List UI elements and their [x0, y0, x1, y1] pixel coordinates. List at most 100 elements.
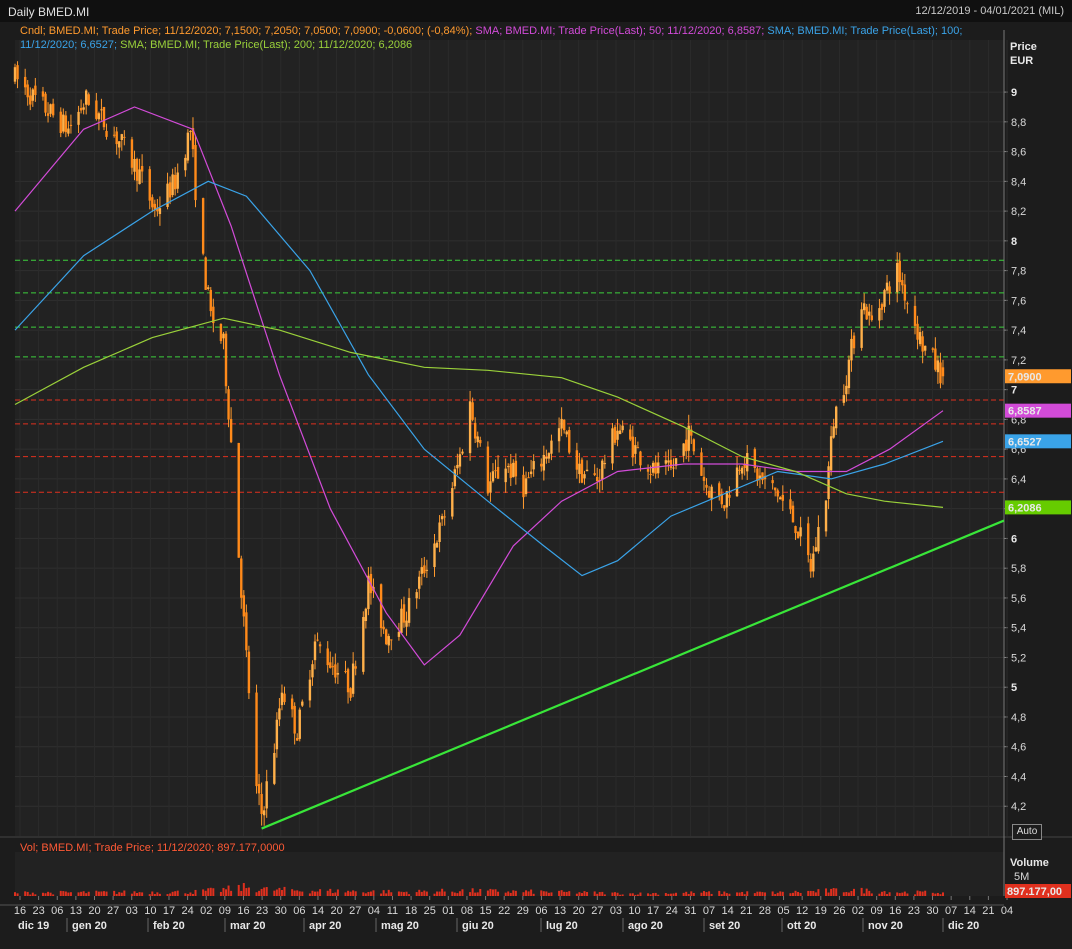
candle-body [827, 466, 830, 500]
candle-body [379, 584, 383, 629]
volume-bar [687, 893, 690, 896]
volume-bar [308, 893, 311, 896]
volume-bar [194, 889, 197, 896]
volume-bar [527, 891, 530, 896]
candle-body [707, 490, 711, 498]
volume-bar [883, 891, 886, 896]
x-day-tick-label: 16 [14, 905, 26, 917]
candle-body [868, 311, 871, 316]
volume-bar [151, 891, 154, 896]
candle-body [898, 260, 901, 283]
candle-body [896, 262, 899, 293]
volume-bar [852, 888, 855, 896]
auto-scale-button[interactable]: Auto [1012, 824, 1042, 840]
candle-body [240, 558, 243, 598]
candle-body [796, 531, 800, 539]
chart-header: Daily BMED.MI 12/12/2019 - 04/01/2021 (M… [0, 0, 1072, 22]
volume-bar [700, 892, 703, 896]
x-day-tick-label: 08 [461, 905, 473, 917]
volume-bar [247, 887, 250, 896]
candle-body [384, 629, 388, 645]
candle-body [173, 174, 177, 190]
candle-body [156, 207, 159, 212]
candle-body [918, 332, 922, 345]
volume-bar [189, 892, 192, 896]
volume-bar [362, 892, 365, 896]
volume-bar [832, 888, 835, 896]
candle-body [334, 664, 337, 678]
volume-bar [941, 892, 944, 896]
candle-body [402, 604, 406, 623]
x-day-tick-label: 19 [815, 905, 827, 917]
x-day-tick-label: 23 [32, 905, 44, 917]
x-day-tick-label: 06 [293, 905, 305, 917]
volume-bar [616, 892, 619, 896]
volume-bar [896, 892, 899, 896]
candle-body [550, 440, 553, 454]
volume-bar [191, 893, 194, 896]
candle-body [171, 174, 174, 196]
volume-bar [649, 894, 652, 896]
candle-body [939, 362, 942, 384]
candle-body [435, 542, 439, 548]
candle-body [44, 93, 47, 113]
volume-bar [901, 892, 904, 896]
volume-bar [705, 892, 708, 896]
candle-body [112, 134, 116, 136]
candle-body [720, 493, 723, 505]
volume-bar [436, 891, 439, 896]
volume-bar [49, 892, 52, 896]
price-tick-label: 4,8 [1011, 712, 1026, 724]
candle-body [575, 450, 579, 470]
candle-body [130, 139, 134, 168]
candle-body [49, 104, 52, 114]
x-day-tick-label: 14 [964, 905, 976, 917]
volume-bar [418, 889, 421, 896]
volume-bar [291, 889, 294, 896]
candle-body [906, 303, 909, 305]
x-day-tick-label: 13 [70, 905, 82, 917]
volume-bar [479, 888, 482, 896]
volume-bar [219, 891, 222, 896]
candle-body [913, 305, 917, 326]
candle-body [67, 128, 70, 134]
candle-body [568, 429, 571, 453]
volume-bar [97, 891, 100, 896]
candle-body [631, 436, 635, 458]
candle-body [84, 90, 88, 105]
x-day-tick-label: 06 [535, 905, 547, 917]
candle-body [77, 111, 80, 125]
volume-bar [486, 890, 489, 896]
volume-badge-label: 897.177,00 [1007, 886, 1062, 898]
volume-bar [652, 893, 655, 896]
candle-body [458, 454, 462, 467]
volume-bar [230, 890, 233, 896]
legend-sma200: SMA; BMED.MI; Trade Price(Last); 200; 11… [120, 39, 413, 51]
candle-body [102, 107, 106, 128]
volume-bar [924, 890, 927, 896]
volume-bar [868, 890, 871, 896]
sma-200-line [14, 317, 944, 508]
candle-body [151, 197, 154, 208]
candle-body [405, 620, 408, 627]
volume-bar [675, 892, 678, 896]
candle-body [224, 333, 228, 387]
volume-bar [545, 891, 548, 896]
candle-body [349, 688, 352, 698]
candle-body [46, 113, 50, 116]
volume-bar [263, 887, 266, 896]
candle-body [423, 565, 426, 574]
volume-bar [654, 892, 657, 896]
candle-body [916, 323, 919, 340]
legend-sma50: SMA; BMED.MI; Trade Price(Last); 50; 11/… [475, 25, 765, 37]
volume-bar [629, 893, 632, 896]
volume-bar [550, 892, 553, 896]
price-tick-label: 4,2 [1011, 801, 1026, 813]
x-day-tick-label: 27 [107, 905, 119, 917]
candle-body [878, 308, 881, 321]
candle-body [486, 446, 490, 494]
volume-bar [275, 889, 278, 896]
price-tick-label: 8,2 [1011, 206, 1026, 218]
volume-bar [781, 891, 784, 896]
